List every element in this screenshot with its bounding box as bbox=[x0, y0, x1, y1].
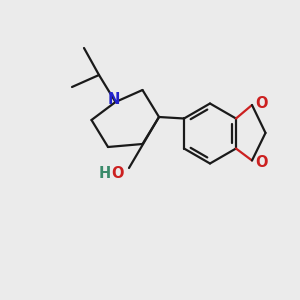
Text: O: O bbox=[255, 155, 268, 170]
Text: O: O bbox=[111, 167, 124, 182]
Text: N: N bbox=[108, 92, 120, 106]
Text: H: H bbox=[99, 167, 111, 182]
Text: O: O bbox=[255, 96, 268, 111]
